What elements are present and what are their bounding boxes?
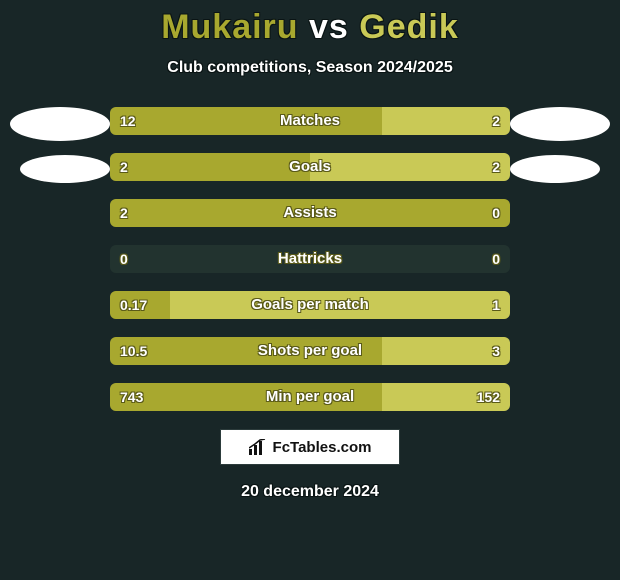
branding-badge: FcTables.com <box>220 429 400 465</box>
stat-label: Shots per goal <box>110 337 510 365</box>
player1-team-placeholder <box>20 155 110 183</box>
stat-label: Min per goal <box>110 383 510 411</box>
player1-value: 10.5 <box>120 337 147 365</box>
bar-chart-icon <box>249 439 267 455</box>
footer-date: 20 december 2024 <box>0 483 620 501</box>
page-title: Mukairu vs Gedik <box>0 0 620 47</box>
stat-label: Hattricks <box>110 245 510 273</box>
player1-name: Mukairu <box>161 8 298 46</box>
player1-value: 12 <box>120 107 136 135</box>
player2-value: 152 <box>477 383 500 411</box>
player2-value: 3 <box>492 337 500 365</box>
branding-label: FcTables.com <box>273 439 372 456</box>
subtitle: Club competitions, Season 2024/2025 <box>0 59 620 77</box>
stat-label: Assists <box>110 199 510 227</box>
stat-label: Goals <box>110 153 510 181</box>
player2-name: Gedik <box>359 8 458 46</box>
player1-avatar-placeholder <box>10 107 110 141</box>
player2-value: 1 <box>492 291 500 319</box>
player1-value: 0.17 <box>120 291 147 319</box>
stat-label: Matches <box>110 107 510 135</box>
comparison-chart: Matches122Goals22Assists20Hattricks00Goa… <box>110 107 510 411</box>
player2-avatar-placeholder <box>510 107 610 141</box>
stat-row: Matches12 2 <box>110 107 510 135</box>
player1-value: 743 <box>120 383 143 411</box>
player1-value: 2 <box>120 199 128 227</box>
stat-row: Goals per match0.17 1 <box>110 291 510 319</box>
stat-row: Min per goal743 152 <box>110 383 510 411</box>
player1-value: 0 <box>120 245 128 273</box>
vs-separator: vs <box>309 8 349 46</box>
player1-value: 2 <box>120 153 128 181</box>
player2-value: 0 <box>492 245 500 273</box>
player2-team-placeholder <box>510 155 600 183</box>
player2-value: 0 <box>492 199 500 227</box>
stat-row: Shots per goal10.5 3 <box>110 337 510 365</box>
stat-row: Hattricks0 0 <box>110 245 510 273</box>
player2-value: 2 <box>492 107 500 135</box>
stat-label: Goals per match <box>110 291 510 319</box>
stat-row: Goals2 2 <box>110 153 510 181</box>
stat-row: Assists2 0 <box>110 199 510 227</box>
player2-value: 2 <box>492 153 500 181</box>
